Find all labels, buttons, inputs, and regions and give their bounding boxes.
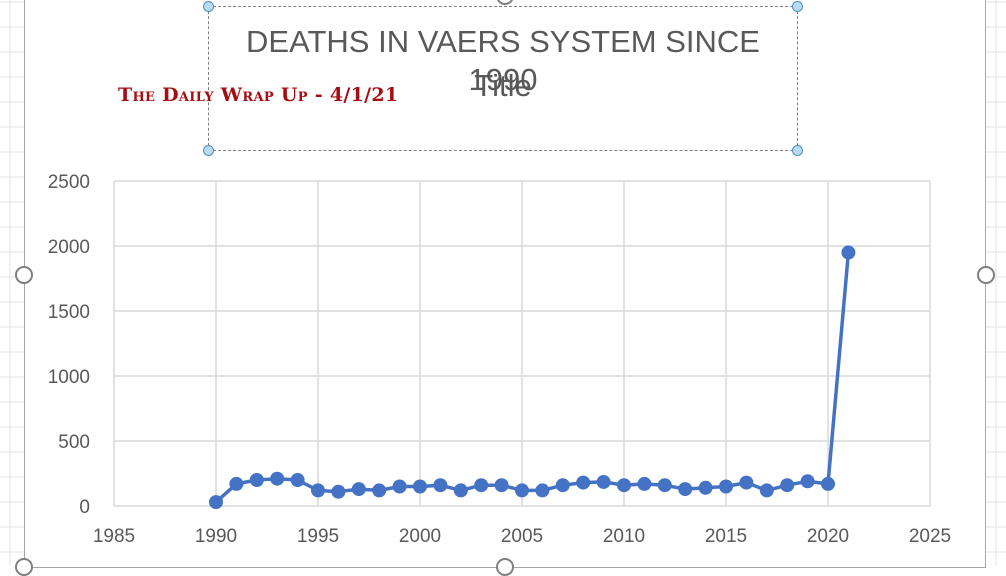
data-point[interactable]	[290, 473, 305, 487]
data-point[interactable]	[229, 476, 244, 491]
chart-subtitle: Title	[474, 68, 532, 103]
y-tick-label: 1000	[48, 367, 90, 388]
y-tick-label: 2000	[48, 237, 90, 258]
x-tick-label: 2015	[705, 526, 747, 547]
title-handle-top-left[interactable]	[203, 1, 214, 12]
chart-title-box[interactable]: DEATHS IN VAERS SYSTEM SINCE 1990 Title	[203, 1, 803, 156]
data-point[interactable]	[515, 483, 529, 498]
title-handle-bottom-left[interactable]	[203, 145, 214, 156]
series-line[interactable]	[214, 252, 851, 504]
chart-title: DEATHS IN VAERS SYSTEM SINCE 1990	[246, 24, 760, 97]
data-point[interactable]	[270, 471, 285, 486]
data-point[interactable]	[311, 483, 325, 498]
title-handle-top-right[interactable]	[792, 1, 803, 12]
chart-area[interactable]	[15, 0, 995, 576]
data-point[interactable]	[555, 478, 570, 493]
watermark-annotation: The Daily Wrap Up - 4/1/21	[118, 84, 399, 106]
data-point[interactable]	[413, 479, 427, 494]
data-point[interactable]	[596, 474, 611, 489]
title-handle-bottom-right[interactable]	[792, 145, 803, 156]
x-tick-label: 2005	[501, 526, 543, 547]
y-tick-label: 2500	[48, 172, 90, 193]
data-point[interactable]	[351, 482, 366, 497]
x-tick-label: 2020	[807, 526, 849, 547]
data-point[interactable]	[474, 478, 489, 493]
data-point[interactable]	[209, 495, 223, 510]
data-point[interactable]	[494, 478, 509, 493]
resize-handle-left[interactable]	[15, 266, 33, 284]
data-point[interactable]	[372, 483, 387, 498]
data-point[interactable]	[392, 479, 407, 494]
data-point[interactable]	[780, 478, 795, 493]
data-point[interactable]	[637, 476, 652, 491]
data-point[interactable]	[249, 473, 264, 487]
data-point[interactable]	[698, 480, 713, 495]
x-tick-label: 2000	[399, 526, 441, 547]
y-tick-label: 500	[58, 432, 90, 453]
resize-handle-right[interactable]	[977, 266, 995, 284]
data-point[interactable]	[841, 245, 856, 260]
data-point[interactable]	[678, 482, 693, 497]
data-point[interactable]	[453, 483, 468, 498]
data-point[interactable]	[433, 478, 448, 493]
x-tick-label: 1985	[93, 526, 135, 547]
data-point[interactable]	[719, 479, 733, 494]
data-point[interactable]	[821, 476, 835, 491]
data-point[interactable]	[657, 478, 672, 493]
data-point[interactable]	[617, 478, 631, 493]
y-tick-label: 1500	[48, 302, 90, 323]
x-tick-label: 1995	[297, 526, 339, 547]
data-point[interactable]	[739, 475, 754, 490]
data-point[interactable]	[576, 475, 591, 490]
data-point[interactable]	[331, 484, 346, 499]
data-point[interactable]	[800, 474, 815, 489]
data-point[interactable]	[535, 483, 550, 498]
x-tick-label: 2010	[603, 526, 645, 547]
y-tick-label: 0	[79, 497, 90, 518]
x-tick-label: 1990	[195, 526, 237, 547]
x-tick-label: 2025	[909, 526, 951, 547]
data-point[interactable]	[759, 483, 774, 498]
